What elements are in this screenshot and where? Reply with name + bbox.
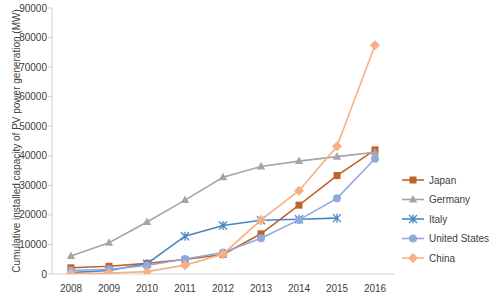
plot-area — [66, 40, 380, 274]
x-tick-label: 2014 — [288, 283, 311, 294]
data-point — [180, 260, 190, 270]
data-point — [295, 216, 303, 224]
data-point — [105, 238, 113, 246]
y-tick-label: 30000 — [19, 180, 47, 191]
series-line — [71, 152, 375, 256]
y-tick-label: 60000 — [19, 91, 47, 102]
x-tick-label: 2012 — [212, 283, 235, 294]
data-point — [257, 162, 265, 170]
data-point — [219, 221, 227, 230]
data-point — [66, 269, 76, 274]
series-line — [71, 45, 375, 273]
x-tick-label: 2008 — [60, 283, 83, 294]
data-point — [295, 215, 303, 224]
data-point — [371, 148, 379, 156]
y-tick-label: 90000 — [19, 3, 47, 14]
legend-marker — [409, 195, 417, 203]
legend-label: China — [429, 253, 456, 264]
data-point — [371, 155, 379, 163]
data-point — [332, 141, 342, 151]
legend: Japan Germany Italy United States China — [402, 175, 489, 264]
y-tick — [48, 214, 52, 215]
x-tick-label: 2013 — [250, 283, 273, 294]
y-tick — [48, 274, 52, 275]
y-tick — [48, 67, 52, 68]
x-tick-label: 2009 — [98, 283, 121, 294]
y-tick-label: 0 — [41, 269, 47, 280]
data-point — [333, 214, 341, 223]
y-tick — [48, 37, 52, 38]
x-tick-label: 2011 — [174, 283, 196, 294]
y-tick — [48, 244, 52, 245]
data-point — [256, 215, 266, 225]
data-point — [334, 172, 341, 179]
data-point — [295, 157, 303, 165]
data-point — [296, 202, 303, 209]
legend-marker — [409, 215, 417, 224]
y-axis-title: Cumulative installed capacity of PV powe… — [11, 9, 22, 272]
data-point — [333, 194, 341, 202]
y-tick — [48, 155, 52, 156]
data-point — [218, 249, 228, 259]
legend-marker — [409, 235, 417, 243]
y-tick-label: 10000 — [19, 239, 47, 250]
x-tick-label: 2016 — [364, 283, 387, 294]
chart: 0 10000 20000 30000 40000 50000 60000 70000 8000… — [0, 0, 500, 299]
data-point — [181, 232, 189, 241]
y-tick-label: 20000 — [19, 209, 47, 220]
data-point — [294, 186, 304, 196]
series-line — [71, 159, 375, 271]
x-tick-label: 2010 — [136, 283, 159, 294]
y-tick-label: 50000 — [19, 121, 47, 132]
legend-marker — [410, 177, 417, 184]
y-tick — [48, 8, 52, 9]
y-tick-label: 70000 — [19, 62, 47, 73]
data-point — [181, 196, 189, 204]
legend-label: United States — [429, 233, 489, 244]
legend-label: Japan — [429, 175, 456, 186]
data-point — [142, 267, 152, 274]
y-tick — [48, 96, 52, 97]
data-point — [143, 217, 151, 225]
legend-label: Germany — [429, 194, 470, 205]
y-tick-label: 40000 — [19, 150, 47, 161]
legend-label: Italy — [429, 214, 447, 225]
data-point — [104, 268, 114, 274]
data-point — [219, 173, 227, 181]
x-tick-label: 2015 — [326, 283, 349, 294]
series-line — [71, 150, 375, 268]
y-tick — [48, 126, 52, 127]
data-point — [370, 40, 380, 50]
legend-marker — [408, 253, 418, 263]
data-point — [333, 152, 341, 160]
y-axis — [52, 8, 53, 274]
y-tick-label: 80000 — [19, 32, 47, 43]
y-tick — [48, 185, 52, 186]
data-point — [257, 234, 265, 242]
data-point — [67, 251, 75, 258]
series-line — [71, 218, 337, 273]
